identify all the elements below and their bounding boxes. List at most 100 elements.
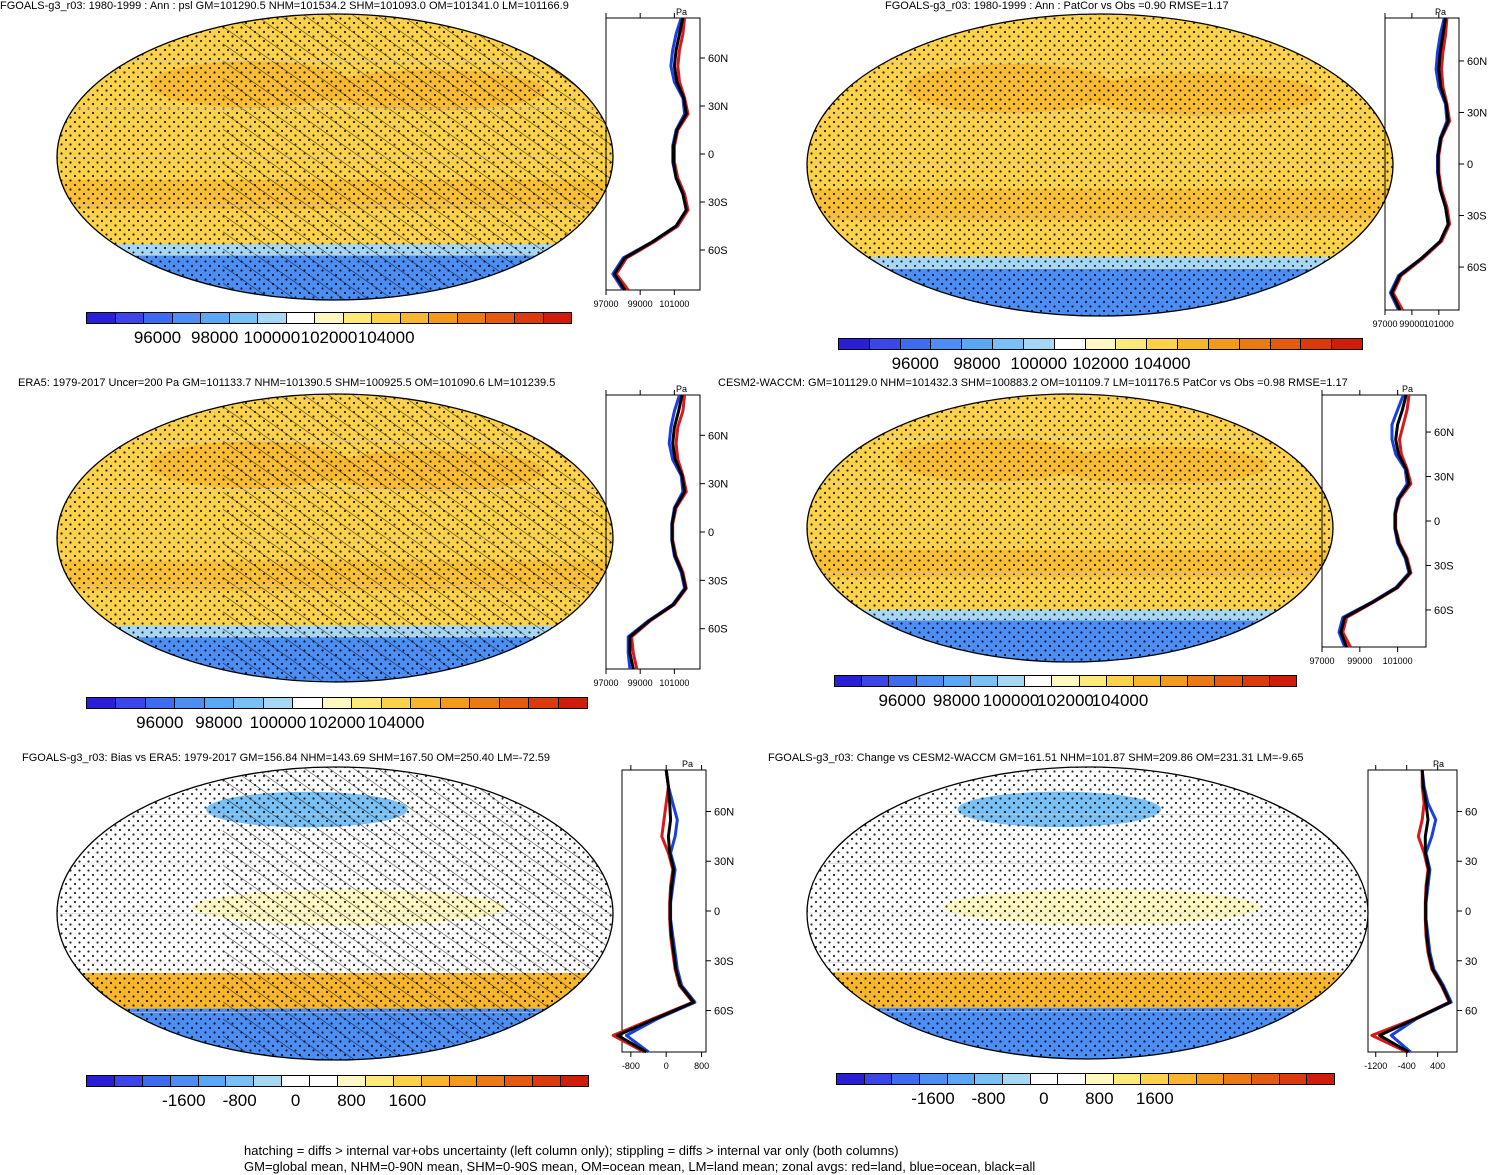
zonal-lat-label: 30S: [1467, 211, 1487, 223]
map: [806, 13, 1394, 317]
colorbar-swatch: [293, 698, 323, 708]
colorbar-tick-label: 102000: [1072, 354, 1129, 373]
zonal-lat-label: 0: [1467, 159, 1473, 171]
zonal-x-tick-label: 97000: [1309, 656, 1334, 666]
colorbar-swatch: [962, 339, 994, 349]
colorbar-tick-label: 100000: [1010, 354, 1068, 373]
colorbar-swatch: [114, 1076, 143, 1086]
zonal-unit-label: Pa: [1433, 759, 1444, 769]
zonal-x-tick-label: 101000: [659, 299, 689, 309]
colorbar-swatch: [533, 1076, 562, 1086]
zonal-lat-label: 30S: [1434, 560, 1454, 572]
colorbar-swatch: [1269, 676, 1296, 686]
colorbar: 96000 98000 100000 102000 104000: [838, 338, 1363, 374]
colorbar-swatch: [558, 698, 587, 708]
colorbar-swatch: [931, 339, 963, 349]
colorbar-swatch: [920, 1074, 948, 1084]
colorbar-swatch: [837, 1074, 865, 1084]
colorbar-tick-label: 104000: [357, 328, 415, 347]
colorbar-swatch: [411, 698, 441, 708]
zonal-x-tick-label: 101000: [1383, 656, 1413, 666]
zonal-x-tick-label: 97000: [593, 299, 618, 309]
colorbar-swatch: [421, 1076, 450, 1086]
colorbar-cells: [838, 338, 1363, 350]
colorbar-swatch: [310, 1076, 339, 1086]
colorbar-swatch: [322, 698, 353, 708]
zonal-series-ocean: [1337, 394, 1411, 648]
colorbar-tick-label: 100000: [243, 328, 301, 347]
colorbar-tick-label: 102000: [1037, 691, 1094, 710]
colorbar-swatch: [505, 1076, 534, 1086]
colorbar-swatch: [869, 339, 901, 349]
colorbar-tick-label: -1600: [911, 1089, 955, 1108]
colorbar-swatch: [477, 1076, 506, 1086]
panel-title: FGOALS-g3_r03: 1980-1999 : Ann : psl GM=…: [0, 0, 569, 12]
zonal-lat-label: 0: [708, 527, 714, 539]
zonal-mean-plot: Pa 60 30 0 30 60 -1200 -400 400: [1364, 759, 1477, 1071]
footer-line-1: hatching = diffs > internal var+obs unce…: [244, 1143, 899, 1158]
colorbar-tick-label: 104000: [1133, 354, 1191, 373]
zonal-x-tick-label: 99000: [628, 299, 653, 309]
zonal-x-tick-label: -800: [622, 1061, 640, 1071]
colorbar-swatch: [543, 313, 572, 323]
colorbar-swatch: [561, 1076, 589, 1086]
colorbar-swatch: [1169, 1074, 1197, 1084]
colorbar-swatch: [198, 1076, 227, 1086]
map: [56, 13, 614, 301]
colorbar-tick-label: 800: [1085, 1089, 1114, 1108]
colorbar-tick-label: 98000: [953, 354, 1001, 373]
colorbar-swatch: [263, 698, 294, 708]
colorbar-swatch: [998, 676, 1026, 686]
colorbar-swatch: [1106, 676, 1134, 686]
zonal-lat-label: 30N: [714, 856, 734, 868]
colorbar-swatch: [1279, 1074, 1308, 1084]
colorbar-tick-label: 800: [337, 1091, 366, 1110]
colorbar-swatch: [234, 698, 264, 708]
colorbar-swatch: [87, 698, 117, 708]
colorbar-swatch: [975, 1074, 1004, 1084]
colorbar-swatch: [1208, 339, 1240, 349]
colorbar-swatch: [892, 1074, 921, 1084]
colorbar-swatch: [201, 313, 230, 323]
colorbar-swatch: [1113, 1074, 1142, 1084]
colorbar-swatch: [365, 1076, 394, 1086]
colorbar-swatch: [900, 339, 932, 349]
zonal-unit-label: Pa: [1402, 384, 1413, 394]
colorbar-swatch: [282, 1076, 311, 1086]
colorbar-tick-label: 1600: [388, 1091, 427, 1110]
colorbar-swatch: [449, 1076, 478, 1086]
colorbar-swatch: [144, 313, 173, 323]
colorbar-swatch: [1332, 339, 1363, 349]
colorbar-swatch: [1178, 339, 1209, 349]
colorbar-swatch: [470, 698, 500, 708]
zonal-lat-label: 0: [1434, 516, 1440, 528]
colorbar-swatch: [338, 1076, 366, 1086]
footer-line-2: GM=global mean, NHM=0-90N mean, SHM=0-90…: [244, 1159, 1036, 1174]
colorbar-swatch: [286, 313, 316, 323]
colorbar-tick-label: 0: [290, 1091, 301, 1110]
colorbar-swatch: [947, 1074, 976, 1084]
colorbar-swatch: [1141, 1074, 1170, 1084]
zonal-series-ocean: [624, 769, 697, 1054]
colorbar-swatch: [440, 698, 471, 708]
zonal-axes-frame: [1384, 17, 1460, 311]
zonal-unit-label: Pa: [682, 759, 693, 769]
colorbar-swatch: [343, 313, 373, 323]
colorbar-swatch: [1224, 1074, 1253, 1084]
zonal-lat-label: 60S: [708, 624, 728, 636]
colorbar-swatch: [529, 698, 559, 708]
colorbar-swatch: [1030, 1074, 1059, 1084]
colorbar-swatch: [1023, 339, 1055, 349]
colorbar-swatch: [1003, 1074, 1031, 1084]
zonal-series-all: [1339, 394, 1412, 648]
colorbar-cells: [834, 675, 1297, 687]
zonal-lat-label: 0: [714, 906, 720, 918]
colorbar-tick-label: 1600: [1135, 1089, 1174, 1108]
colorbar-cells: [86, 697, 588, 709]
zonal-x-tick-label: -1200: [1364, 1061, 1387, 1071]
colorbar-tick-label: 98000: [195, 713, 243, 732]
zonal-axes-frame: [1367, 769, 1458, 1053]
colorbar-swatch: [381, 698, 412, 708]
zonal-lat-label: 60N: [708, 53, 728, 65]
panel-title: FGOALS-g3_r03: Change vs CESM2-WACCM GM=…: [768, 752, 1304, 764]
